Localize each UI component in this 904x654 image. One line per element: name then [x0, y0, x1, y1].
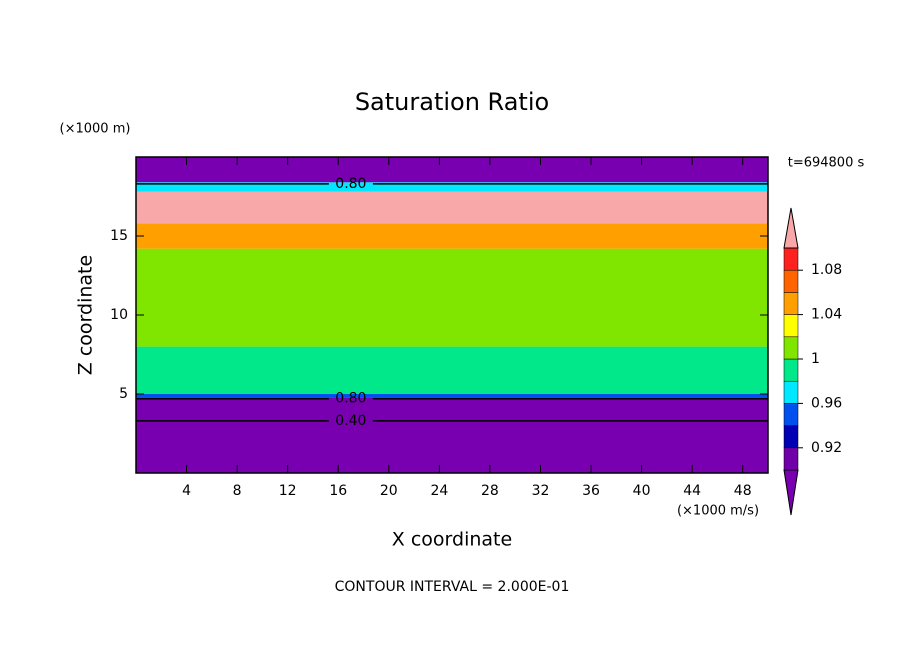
colorbar-box [783, 292, 799, 315]
x-tick-label: 32 [532, 483, 550, 499]
time-label: t=694800 s [788, 156, 865, 171]
field-layer [136, 397, 768, 473]
y-tick-label: 10 [110, 307, 128, 323]
colorbar-under [783, 469, 799, 516]
y-tick-label: 5 [119, 386, 128, 402]
x-unit: (×1000 m/s) [677, 504, 759, 519]
x-tick-label: 8 [233, 483, 242, 499]
field-layer [136, 223, 768, 249]
colorbar-box [783, 380, 799, 404]
colorbar-box [783, 336, 799, 360]
x-tick-label: 16 [329, 483, 347, 499]
y-axis-title: Z coordinate [75, 255, 97, 375]
chart-title: Saturation Ratio [355, 88, 549, 116]
x-tick-label: 28 [481, 483, 499, 499]
colorbar-box [783, 269, 799, 293]
contour-label: 0.80 [335, 176, 366, 192]
colorbar-over [783, 207, 799, 249]
colorbar-label: 1 [811, 351, 820, 367]
colorbar-box [783, 314, 799, 338]
colorbar-box [783, 358, 799, 382]
x-tick-label: 40 [633, 483, 651, 499]
x-tick-label: 36 [582, 483, 600, 499]
colorbar-box [783, 247, 799, 271]
field-layer [136, 346, 768, 394]
field-layer [136, 248, 768, 347]
field-layer [136, 394, 768, 398]
colorbar-label: 1.08 [811, 262, 842, 278]
x-tick-label: 4 [182, 483, 191, 499]
x-tick-label: 24 [430, 483, 448, 499]
y-unit: (×1000 m) [60, 122, 131, 137]
contour-label: 0.80 [335, 391, 366, 407]
x-axis-title: X coordinate [392, 529, 512, 551]
colorbar-label: 1.04 [811, 307, 842, 323]
x-tick-label: 44 [683, 483, 701, 499]
field-layer [136, 182, 768, 192]
footer: CONTOUR INTERVAL = 2.000E-01 [335, 579, 570, 595]
colorbar-box [783, 447, 799, 471]
colorbar-label: 0.92 [811, 440, 842, 456]
contour-label: 0.40 [335, 413, 366, 429]
colorbar-box [783, 403, 799, 426]
x-tick-label: 12 [279, 483, 297, 499]
colorbar-label: 0.96 [811, 395, 842, 411]
field-layer [136, 157, 768, 183]
x-tick-label: 20 [380, 483, 398, 499]
field-layer [136, 191, 768, 224]
colorbar-box [783, 425, 799, 449]
y-tick-label: 15 [110, 228, 128, 244]
x-tick-label: 48 [734, 483, 752, 499]
